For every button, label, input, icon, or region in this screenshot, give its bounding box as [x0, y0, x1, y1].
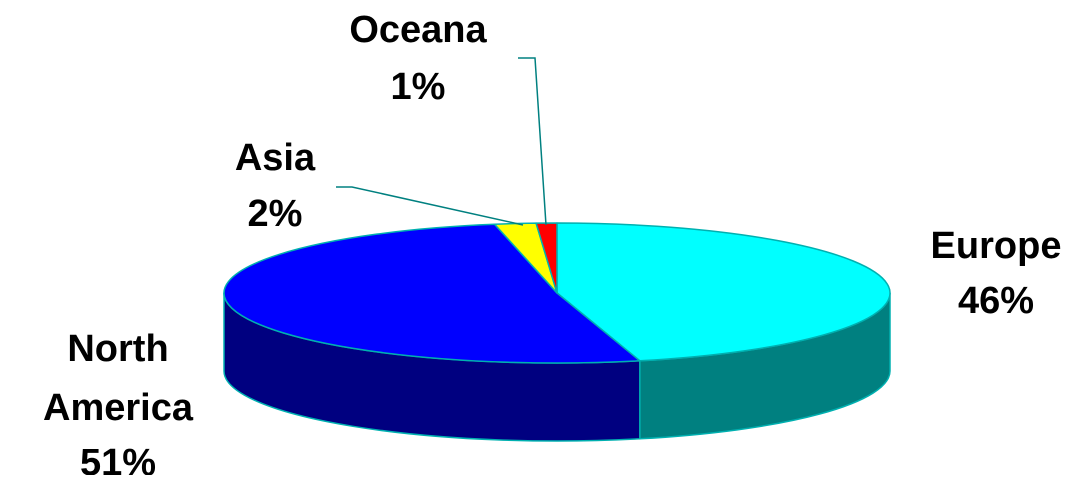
slice-label-oceana: Oceana 1% [349, 9, 487, 108]
slice-percent: 1% [391, 66, 446, 108]
slice-category: America [43, 387, 194, 429]
slice-category: Europe [931, 225, 1062, 267]
slice-category: North [67, 328, 168, 370]
slice-category: Asia [235, 137, 316, 179]
slice-label-europe: Europe 46% [931, 225, 1062, 322]
slice-percent: 46% [958, 280, 1034, 322]
pie-tops [224, 223, 890, 363]
leader-line-oceana [518, 58, 546, 225]
leader-line-asia [336, 187, 523, 225]
slice-category: Oceana [349, 9, 487, 51]
slice-label-asia: Asia 2% [235, 137, 316, 235]
slice-percent: 2% [248, 193, 303, 235]
slice-percent: 51% [80, 442, 156, 475]
slice-label-north-america: North America 51% [43, 328, 194, 475]
